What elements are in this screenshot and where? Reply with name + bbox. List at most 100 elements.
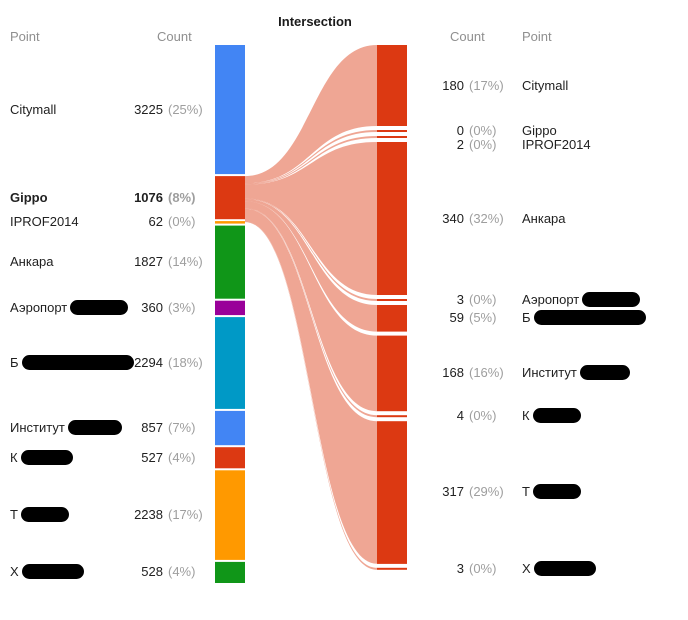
redaction-block xyxy=(532,484,581,500)
right-point-row[interactable]: 340 (32%) Анкара xyxy=(430,210,682,228)
left-point-row[interactable]: Анкара 1827 (14%) xyxy=(10,253,222,271)
point-label-text: Citymall xyxy=(522,78,569,93)
right-point-row[interactable]: 317 (29%) Т xyxy=(430,483,682,501)
left-bar-segment[interactable] xyxy=(215,561,245,583)
point-label: Т xyxy=(10,506,69,524)
right-bar-segment[interactable] xyxy=(377,299,407,301)
point-percent: (4%) xyxy=(168,564,196,579)
point-count: 527 xyxy=(141,450,163,465)
point-label: Gippo xyxy=(522,122,557,140)
flow-ribbon[interactable] xyxy=(245,221,377,570)
point-count: 2294 xyxy=(134,355,163,370)
point-label-text: Gippo xyxy=(10,190,48,205)
point-percent: (3%) xyxy=(168,300,196,315)
left-point-row[interactable]: Citymall 3225 (25%) xyxy=(10,101,222,119)
right-point-row[interactable]: 4 (0%) К xyxy=(430,407,682,425)
point-label: Институт xyxy=(522,364,630,382)
redaction-block xyxy=(533,310,646,326)
point-label: Citymall xyxy=(522,77,568,95)
point-label: Аэропорт xyxy=(522,291,641,309)
point-percent: (14%) xyxy=(168,254,203,269)
flow-ribbon[interactable] xyxy=(245,45,377,184)
flow-ribbon[interactable] xyxy=(245,208,377,564)
point-percent: (16%) xyxy=(469,365,504,380)
flow-ribbon[interactable] xyxy=(245,130,377,184)
right-bar-segment[interactable] xyxy=(377,567,407,570)
flow-ribbon[interactable] xyxy=(245,208,377,418)
point-label-text: Х xyxy=(10,564,19,579)
point-percent: (5%) xyxy=(469,310,497,325)
point-count: 3225 xyxy=(134,102,163,117)
left-point-row[interactable]: Т 2238 (17%) xyxy=(10,506,222,524)
point-count: 2238 xyxy=(134,507,163,522)
point-percent: (17%) xyxy=(168,507,203,522)
right-bar-segment[interactable] xyxy=(377,130,407,132)
point-percent: (25%) xyxy=(168,102,203,117)
redaction-block xyxy=(532,408,581,424)
right-point-row[interactable]: 2 (0%) IPROF2014 xyxy=(430,136,682,154)
right-point-row[interactable]: 59 (5%) Б xyxy=(430,309,682,327)
redaction-block xyxy=(70,300,129,316)
right-point-row[interactable]: 3 (0%) Аэропорт xyxy=(430,291,682,309)
left-point-row[interactable]: Б 2294 (18%) xyxy=(10,354,222,372)
point-label-text: Институт xyxy=(10,420,65,435)
left-bar-segment[interactable] xyxy=(215,317,245,409)
point-label-text: Анкара xyxy=(10,254,54,269)
right-point-row[interactable]: 168 (16%) Институт xyxy=(430,364,682,382)
right-bar-segment[interactable] xyxy=(377,305,407,332)
redaction-block xyxy=(21,355,134,371)
left-bar-segment[interactable] xyxy=(215,470,245,560)
right-point-row[interactable]: 3 (0%) Х xyxy=(430,560,682,578)
point-label: Т xyxy=(522,483,581,501)
left-point-row[interactable]: Gippo 1076 (8%) xyxy=(10,189,222,207)
point-count: 857 xyxy=(141,420,163,435)
right-bar-segment[interactable] xyxy=(377,45,407,126)
right-point-row[interactable]: 0 (0%) Gippo xyxy=(430,122,682,140)
point-label-text: Gippo xyxy=(522,123,557,138)
left-bar-segment[interactable] xyxy=(215,221,245,224)
redaction-block xyxy=(579,365,630,381)
right-bar-segment[interactable] xyxy=(377,415,407,418)
right-bar-segment[interactable] xyxy=(377,142,407,295)
left-point-row[interactable]: IPROF2014 62 (0%) xyxy=(10,213,222,231)
left-bar-segment[interactable] xyxy=(215,45,245,175)
right-point-row[interactable]: 180 (17%) Citymall xyxy=(430,77,682,95)
point-label: Б xyxy=(10,354,134,372)
right-bar-segment[interactable] xyxy=(377,421,407,564)
flow-ribbon[interactable] xyxy=(245,142,377,295)
redaction-block xyxy=(582,292,641,308)
left-point-row[interactable]: Х 528 (4%) xyxy=(10,563,222,581)
point-percent: (32%) xyxy=(469,211,504,226)
point-label: Анкара xyxy=(522,210,566,228)
point-label-text: К xyxy=(10,450,18,465)
point-count: 62 xyxy=(148,214,163,229)
flow-ribbon[interactable] xyxy=(245,136,377,185)
flow-ribbon[interactable] xyxy=(245,198,377,301)
flow-ribbon[interactable] xyxy=(245,199,377,332)
point-label-text: Аэропорт xyxy=(10,300,68,315)
left-bar-segment[interactable] xyxy=(215,176,245,220)
left-point-row[interactable]: Аэропорт 360 (3%) xyxy=(10,299,222,317)
point-label: Аэропорт xyxy=(10,299,129,317)
left-bar-segment[interactable] xyxy=(215,300,245,316)
left-point-row[interactable]: К 527 (4%) xyxy=(10,449,222,467)
point-percent: (8%) xyxy=(168,190,196,205)
point-count: 360 xyxy=(141,300,163,315)
redaction-block xyxy=(20,450,73,466)
left-bar-segment[interactable] xyxy=(215,447,245,469)
point-count: 340 xyxy=(442,211,464,226)
right-bar-segment[interactable] xyxy=(377,136,407,138)
point-percent: (4%) xyxy=(168,450,196,465)
flow-ribbon[interactable] xyxy=(245,201,377,412)
left-bar-segment[interactable] xyxy=(215,225,245,299)
left-bar-segment[interactable] xyxy=(215,410,245,446)
point-label: Анкара xyxy=(10,253,54,271)
left-point-row[interactable]: Институт 857 (7%) xyxy=(10,419,222,437)
point-label: Х xyxy=(10,563,84,581)
point-count: 528 xyxy=(141,564,163,579)
point-percent: (0%) xyxy=(469,137,497,152)
right-bar-segment[interactable] xyxy=(377,335,407,412)
point-label: К xyxy=(522,407,581,425)
